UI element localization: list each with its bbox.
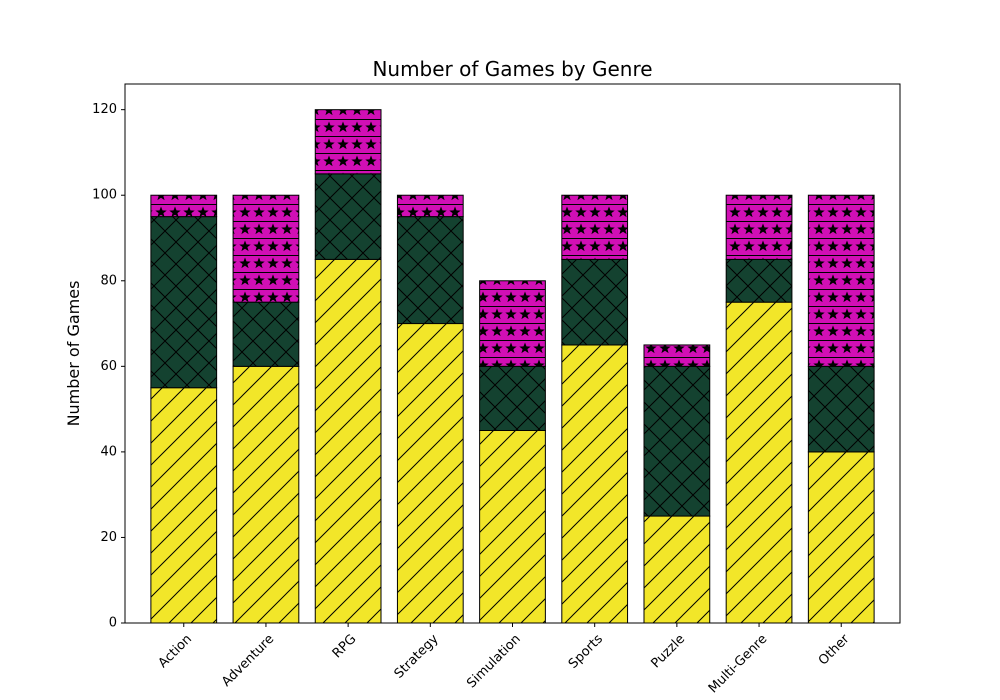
bar-rpg-segment-3-hatch [314,109,382,175]
bar-multi-genre-segment-1-hatch [725,301,793,624]
y-axis-title: Number of Games [64,281,83,427]
bar-sports-segment-2-hatch [561,258,629,346]
bars-layer [150,109,875,624]
bar-adventure-segment-1-hatch [232,365,300,624]
y-axis: 0 20 40 60 80 100 120 [92,102,125,631]
bar-action-segment-3-hatch [150,194,218,218]
y-tick-label-120: 120 [92,102,117,117]
x-tick-label-rpg: RPG [330,632,360,662]
bar-puzzle-segment-2-hatch [643,365,711,517]
y-tick-label-20: 20 [100,530,117,545]
bar-other-segment-3-hatch [807,194,875,367]
x-tick-label-simulation: Simulation [464,632,524,692]
y-tick-label-0: 0 [109,616,117,631]
bar-action-segment-1-hatch [150,387,218,624]
bar-strategy-segment-1-hatch [396,323,464,624]
bar-multi-genre-segment-2-hatch [725,258,793,303]
x-tick-label-sports: Sports [566,632,606,672]
x-tick-label-other: Other [816,631,853,668]
x-tick-label-adventure: Adventure [219,632,277,690]
bar-puzzle-segment-1-hatch [643,515,711,624]
x-tick-label-puzzle: Puzzle [648,632,688,672]
bar-puzzle-segment-3-hatch [643,344,711,367]
chart-title: Number of Games by Genre [372,57,652,81]
bar-rpg-segment-1-hatch [314,258,382,624]
x-axis: Action Adventure RPG Strategy Simulation Spor… [156,623,853,696]
bar-sports-segment-3-hatch [561,194,629,260]
bar-simulation-segment-2-hatch [479,365,546,432]
bar-simulation-segment-1-hatch [479,430,546,624]
bar-simulation-segment-3-hatch [479,280,546,367]
bar-strategy-segment-3-hatch [396,194,464,218]
bar-other-segment-2-hatch [807,365,875,453]
bar-rpg-segment-2-hatch [314,173,382,260]
y-tick-label-80: 80 [100,273,117,288]
bar-adventure-segment-2-hatch [232,301,300,367]
x-tick-label-strategy: Strategy [392,631,442,681]
bar-action-segment-2-hatch [150,216,218,389]
bar-other-segment-1-hatch [807,451,875,624]
bar-sports-segment-1-hatch [561,344,629,624]
bar-multi-genre-segment-3-hatch [725,194,793,260]
x-tick-label-multi-genre: Multi-Genre [706,632,771,697]
y-tick-label-100: 100 [92,188,117,203]
y-tick-label-60: 60 [100,359,117,374]
x-tick-label-action: Action [156,632,195,671]
y-tick-label-40: 40 [100,444,117,459]
bar-strategy-segment-2-hatch [396,216,464,325]
bar-adventure-segment-3-hatch [232,194,300,303]
